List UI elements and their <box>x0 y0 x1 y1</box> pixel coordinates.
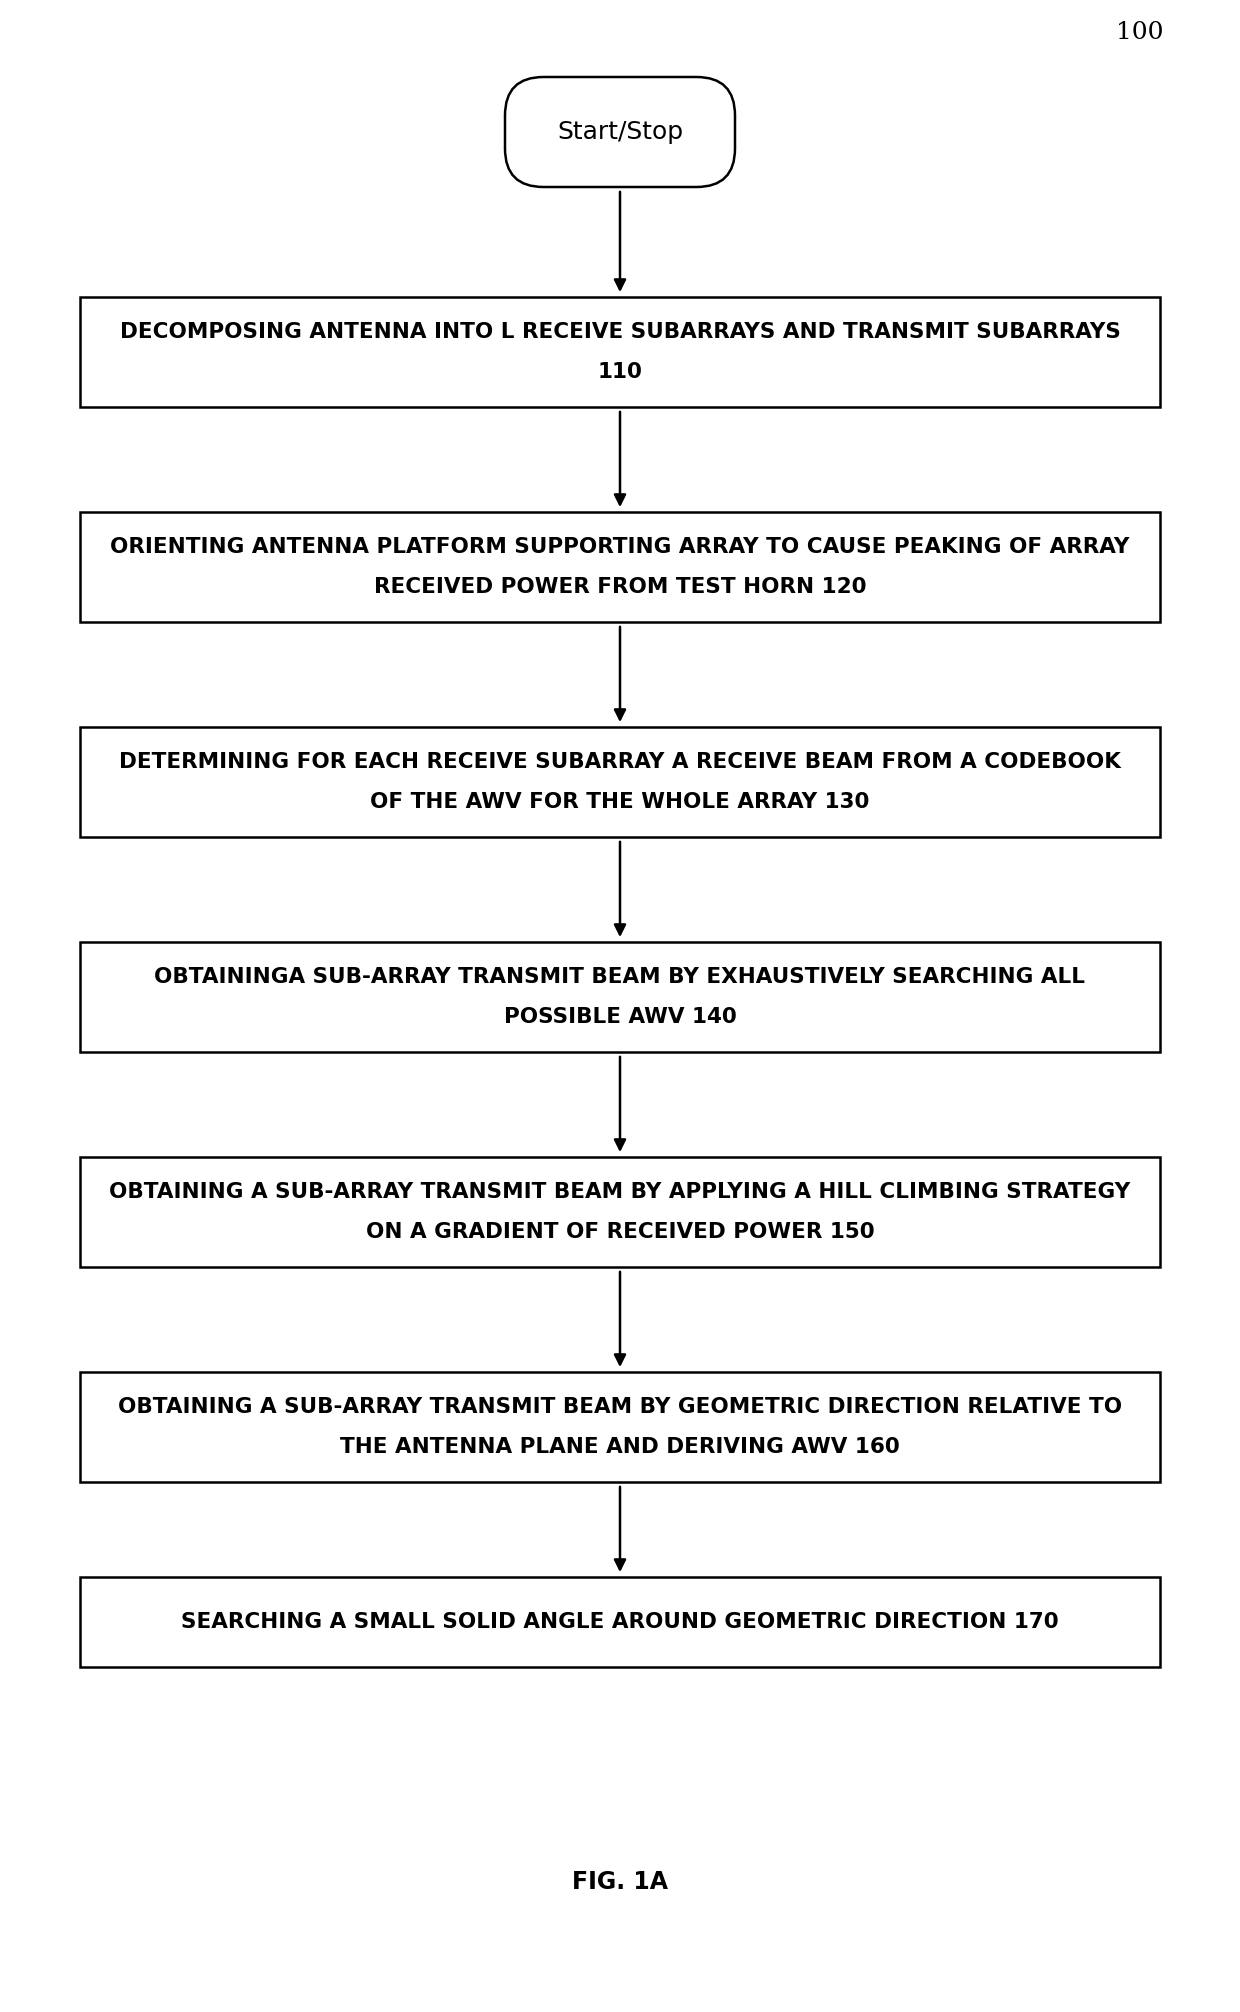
Text: DETERMINING FOR EACH RECEIVE SUBARRAY A RECEIVE BEAM FROM A CODEBOOK: DETERMINING FOR EACH RECEIVE SUBARRAY A … <box>119 752 1121 773</box>
Text: OBTAINING A SUB-ARRAY TRANSMIT BEAM BY APPLYING A HILL CLIMBING STRATEGY: OBTAINING A SUB-ARRAY TRANSMIT BEAM BY A… <box>109 1183 1131 1203</box>
Text: DECOMPOSING ANTENNA INTO L RECEIVE SUBARRAYS AND TRANSMIT SUBARRAYS: DECOMPOSING ANTENNA INTO L RECEIVE SUBAR… <box>119 322 1121 342</box>
Bar <box>81 511 1159 622</box>
Text: THE ANTENNA PLANE AND DERIVING AWV 160: THE ANTENNA PLANE AND DERIVING AWV 160 <box>340 1437 900 1457</box>
Text: Start/Stop: Start/Stop <box>557 121 683 145</box>
Text: ORIENTING ANTENNA PLATFORM SUPPORTING ARRAY TO CAUSE PEAKING OF ARRAY: ORIENTING ANTENNA PLATFORM SUPPORTING AR… <box>110 537 1130 557</box>
Text: OBTAININGA SUB-ARRAY TRANSMIT BEAM BY EXHAUSTIVELY SEARCHING ALL: OBTAININGA SUB-ARRAY TRANSMIT BEAM BY EX… <box>155 968 1085 988</box>
Text: 110: 110 <box>598 362 642 382</box>
Bar <box>81 942 1159 1052</box>
Text: POSSIBLE AWV 140: POSSIBLE AWV 140 <box>503 1006 737 1026</box>
FancyBboxPatch shape <box>505 76 735 187</box>
Text: SEARCHING A SMALL SOLID ANGLE AROUND GEOMETRIC DIRECTION 170: SEARCHING A SMALL SOLID ANGLE AROUND GEO… <box>181 1612 1059 1632</box>
Bar <box>81 1157 1159 1268</box>
Text: ON A GRADIENT OF RECEIVED POWER 150: ON A GRADIENT OF RECEIVED POWER 150 <box>366 1221 874 1241</box>
Text: FIG. 1A: FIG. 1A <box>572 1869 668 1893</box>
Bar <box>81 726 1159 837</box>
Text: RECEIVED POWER FROM TEST HORN 120: RECEIVED POWER FROM TEST HORN 120 <box>373 577 867 598</box>
Text: OF THE AWV FOR THE WHOLE ARRAY 130: OF THE AWV FOR THE WHOLE ARRAY 130 <box>371 793 869 811</box>
Text: OBTAINING A SUB-ARRAY TRANSMIT BEAM BY GEOMETRIC DIRECTION RELATIVE TO: OBTAINING A SUB-ARRAY TRANSMIT BEAM BY G… <box>118 1396 1122 1416</box>
Text: 100: 100 <box>1116 20 1164 44</box>
Bar <box>81 1577 1159 1668</box>
Bar <box>81 298 1159 406</box>
Bar <box>81 1372 1159 1483</box>
